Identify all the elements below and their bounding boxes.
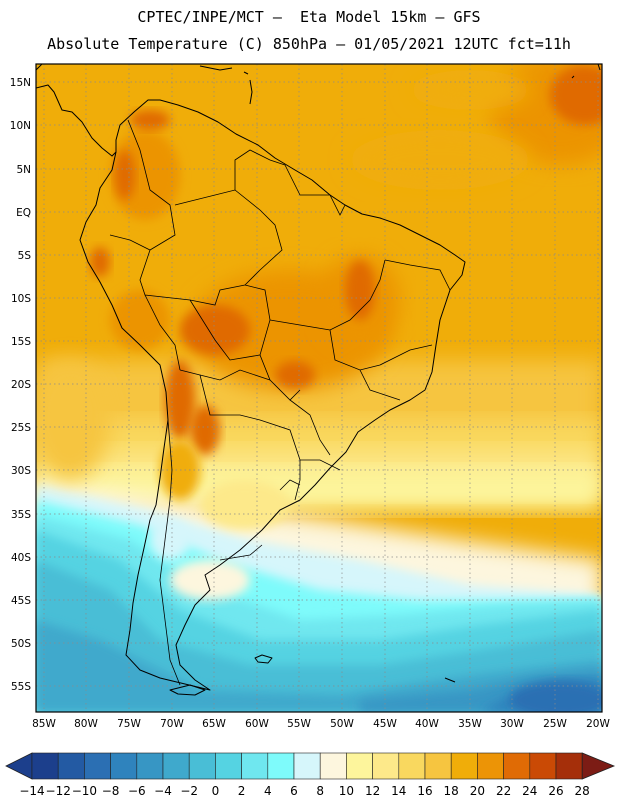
lon-label: 50W — [330, 718, 354, 730]
latitude-labels: 15N 10N 5N EQ 5S 10S 15S 20S 25S 30S 35S 40S 45S 50S 5… — [10, 77, 32, 693]
lon-label: 25W — [543, 718, 567, 730]
colorbar-swatch — [372, 752, 400, 780]
colorbar-label: −14 — [19, 784, 44, 798]
colorbar-swatch — [31, 752, 59, 780]
lat-label: 55S — [11, 681, 31, 693]
colorbar-label: 26 — [548, 784, 563, 798]
colorbar-max-arrow — [581, 752, 616, 780]
lat-label: 5N — [16, 164, 31, 176]
lat-label: EQ — [16, 207, 31, 219]
lat-label: 50S — [11, 638, 31, 650]
lon-label: 40W — [415, 718, 439, 730]
lon-label: 80W — [74, 718, 98, 730]
lat-label: 15N — [10, 77, 31, 89]
colorbar-label: 20 — [470, 784, 485, 798]
colorbar-swatch — [477, 752, 504, 780]
colorbar-label: 10 — [339, 784, 354, 798]
colorbar-label: 22 — [496, 784, 511, 798]
lon-label: 30W — [500, 718, 524, 730]
temperature-field — [36, 64, 602, 712]
lon-label: 70W — [160, 718, 184, 730]
colorbar-swatch — [136, 752, 164, 780]
colorbar-swatch — [555, 752, 583, 780]
lat-label: 10S — [11, 293, 31, 305]
lat-label: 45S — [11, 595, 31, 607]
colorbar-label: 12 — [365, 784, 380, 798]
colorbar-swatch — [424, 752, 452, 780]
colorbar-swatch — [503, 752, 531, 780]
colorbar-label: −6 — [128, 784, 146, 798]
colorbar-labels: −14 −12 −10 −8 −6 −4 −2 0 2 4 6 8 10 12 14 16 18 20 22 24 26… — [19, 784, 590, 798]
colorbar-swatch — [57, 752, 85, 780]
colorbar-label: −2 — [180, 784, 198, 798]
map-frame — [35, 63, 603, 713]
lat-label: 40S — [11, 552, 31, 564]
colorbar-label: 8 — [316, 784, 324, 798]
lat-label: 15S — [11, 336, 31, 348]
colorbar-label: 0 — [212, 784, 220, 798]
colorbar-label: −10 — [72, 784, 97, 798]
colorbar-swatch — [267, 752, 295, 780]
title-line-1: CPTEC/INPE/MCT – Eta Model 15km – GFS — [137, 8, 481, 26]
colorbar-swatch — [241, 752, 269, 780]
colorbar-swatch — [346, 752, 373, 780]
colorbar-label: 4 — [264, 784, 272, 798]
graticule — [36, 64, 602, 712]
colorbar-swatch — [188, 752, 216, 780]
title-line-2: Absolute Temperature (C) 850hPa – 01/05/… — [47, 35, 571, 53]
lat-label: 35S — [11, 509, 31, 521]
colorbar-swatch — [450, 752, 478, 780]
colorbar-label: −4 — [154, 784, 172, 798]
colorbar-min-arrow — [5, 752, 33, 780]
lat-label: 30S — [11, 465, 31, 477]
borders — [109, 119, 451, 686]
lon-label: 35W — [458, 718, 482, 730]
coastlines — [36, 64, 601, 696]
colorbar-swatch — [293, 752, 321, 780]
colorbar-swatch — [398, 752, 426, 780]
colorbar-swatch — [215, 752, 242, 780]
lat-label: 5S — [18, 250, 32, 262]
lat-label: 10N — [10, 120, 31, 132]
colorbar-label: 2 — [238, 784, 246, 798]
lon-label: 60W — [245, 718, 269, 730]
colorbar-swatch — [110, 752, 138, 780]
colorbar-label: 28 — [575, 784, 590, 798]
colorbar-swatch — [84, 752, 111, 780]
lon-label: 65W — [202, 718, 226, 730]
lon-label: 45W — [373, 718, 397, 730]
lon-label: 85W — [32, 718, 56, 730]
colorbar — [5, 752, 616, 780]
colorbar-label: −12 — [46, 784, 71, 798]
colorbar-label: −8 — [102, 784, 120, 798]
colorbar-label: 24 — [522, 784, 537, 798]
colorbar-swatch — [529, 752, 557, 780]
colorbar-label: 16 — [417, 784, 432, 798]
lon-label: 75W — [117, 718, 141, 730]
colorbar-label: 6 — [290, 784, 298, 798]
colorbar-label: 18 — [444, 784, 459, 798]
lon-label: 20W — [586, 718, 610, 730]
colorbar-swatch — [162, 752, 190, 780]
colorbar-label: 14 — [391, 784, 406, 798]
colorbar-swatch — [319, 752, 347, 780]
lat-label: 20S — [11, 379, 31, 391]
longitude-labels: 85W 80W 75W 70W 65W 60W 55W 50W 45W 40W 35W 30W 25W 2… — [32, 718, 610, 730]
lat-label: 25S — [11, 422, 31, 434]
lon-label: 55W — [287, 718, 311, 730]
